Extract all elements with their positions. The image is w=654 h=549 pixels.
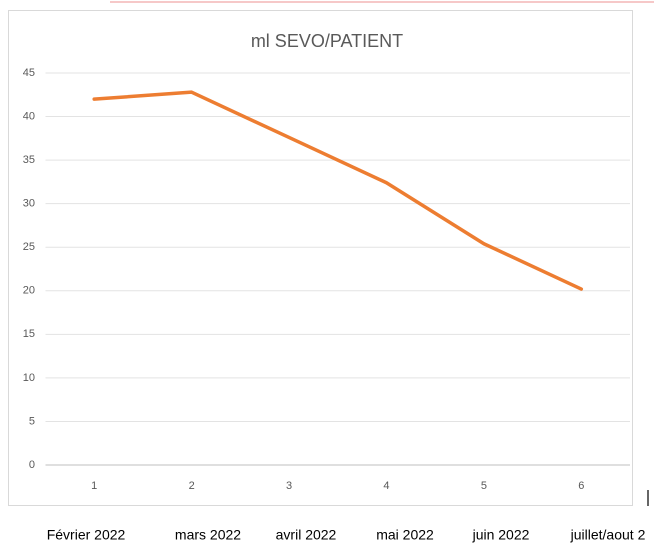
y-tick-label: 15 [23, 328, 35, 340]
chart-title: ml SEVO/PATIENT [251, 31, 403, 51]
y-tick-label: 40 [23, 110, 35, 122]
y-tick-label: 5 [29, 415, 35, 427]
y-tick-label: 45 [23, 67, 35, 79]
month-label: mars 2022 [175, 527, 241, 543]
x-tick-label: 1 [91, 480, 97, 492]
month-label: juin 2022 [472, 527, 530, 543]
month-label: avril 2022 [276, 527, 337, 543]
y-tick-label: 35 [23, 154, 35, 166]
y-tick-label: 0 [29, 459, 35, 471]
y-tick-label: 10 [23, 372, 35, 384]
data-line [92, 90, 584, 291]
x-tick-label: 6 [578, 480, 584, 492]
y-tick-label: 20 [23, 285, 35, 297]
x-tick-label: 3 [286, 480, 292, 492]
x-tick-label: 4 [383, 480, 389, 492]
month-label: Février 2022 [47, 527, 126, 543]
month-label: juillet/aout 2 [570, 527, 646, 543]
x-tick-label: 2 [189, 480, 195, 492]
x-tick-label: 5 [481, 480, 487, 492]
chart-frame [8, 10, 633, 506]
y-tick-label: 30 [23, 198, 35, 210]
y-tick-label: 25 [23, 241, 35, 253]
month-label: mai 2022 [376, 527, 434, 543]
